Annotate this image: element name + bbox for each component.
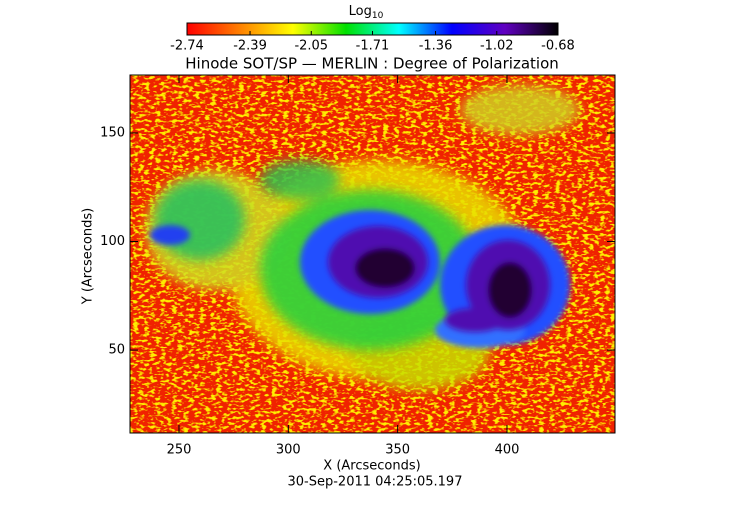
colorbar-label-main: Log xyxy=(349,4,372,19)
y-tick-label: 100 xyxy=(100,234,125,249)
colorbar-tick-label: -2.39 xyxy=(233,39,267,54)
colorbar-label: Log10 xyxy=(349,4,384,21)
colorbar-tick-label: -0.68 xyxy=(541,39,575,54)
colorbar-tick-label: -2.74 xyxy=(170,39,204,54)
x-tick-label: 350 xyxy=(385,443,410,458)
x-tick-label: 250 xyxy=(167,443,192,458)
y-tick-label: 50 xyxy=(108,343,125,358)
colorbar-tick-label: -1.71 xyxy=(356,39,390,54)
colorbar-label-sub: 10 xyxy=(372,11,384,21)
x-tick-label: 300 xyxy=(276,443,301,458)
colorbar-tick-label: -2.05 xyxy=(294,39,328,54)
colorbar-tick-label: -1.02 xyxy=(480,39,514,54)
x-tick-label: 400 xyxy=(495,443,520,458)
chart-title: Hinode SOT/SP — MERLIN : Degree of Polar… xyxy=(185,55,559,73)
y-tick-label: 150 xyxy=(100,125,125,140)
plot-frame xyxy=(129,74,616,434)
footer-date: 30-Sep-2011 04:25:05.197 xyxy=(288,475,463,490)
x-axis-label: X (Arcseconds) xyxy=(323,459,420,474)
colorbar-tick-label: -1.36 xyxy=(419,39,453,54)
y-axis-label: Y (Arcseconds) xyxy=(81,208,96,305)
polarization-map xyxy=(130,75,615,433)
